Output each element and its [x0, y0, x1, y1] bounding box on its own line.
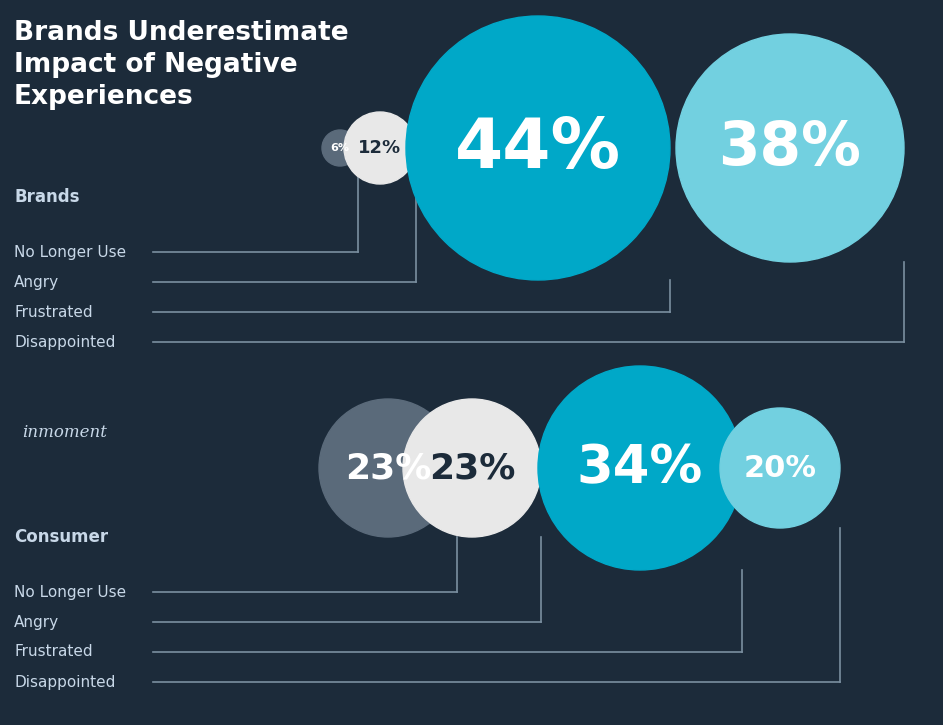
Circle shape: [720, 408, 840, 528]
Text: Impact of Negative: Impact of Negative: [14, 52, 298, 78]
Circle shape: [676, 34, 904, 262]
Text: 23%: 23%: [345, 451, 431, 485]
Circle shape: [322, 130, 358, 166]
Text: Consumer: Consumer: [14, 528, 108, 546]
Text: 6%: 6%: [330, 143, 350, 153]
Circle shape: [538, 366, 742, 570]
Text: Experiences: Experiences: [14, 84, 193, 110]
Text: Disappointed: Disappointed: [14, 674, 115, 689]
Text: Angry: Angry: [14, 275, 59, 289]
Text: No Longer Use: No Longer Use: [14, 244, 126, 260]
Text: Frustrated: Frustrated: [14, 645, 92, 660]
Text: Disappointed: Disappointed: [14, 334, 115, 349]
Text: Frustrated: Frustrated: [14, 304, 92, 320]
Circle shape: [319, 399, 457, 537]
Text: 23%: 23%: [429, 451, 515, 485]
Text: No Longer Use: No Longer Use: [14, 584, 126, 600]
Text: 20%: 20%: [743, 454, 817, 483]
Text: Brands: Brands: [14, 188, 79, 206]
Text: 44%: 44%: [455, 115, 621, 181]
Text: 34%: 34%: [577, 442, 703, 494]
Circle shape: [403, 399, 541, 537]
Text: 12%: 12%: [358, 139, 402, 157]
Text: 38%: 38%: [719, 118, 862, 178]
Text: Brands Underestimate: Brands Underestimate: [14, 20, 349, 46]
Circle shape: [406, 16, 670, 280]
Text: Angry: Angry: [14, 615, 59, 629]
Text: inmoment: inmoment: [22, 423, 107, 441]
Circle shape: [344, 112, 416, 184]
